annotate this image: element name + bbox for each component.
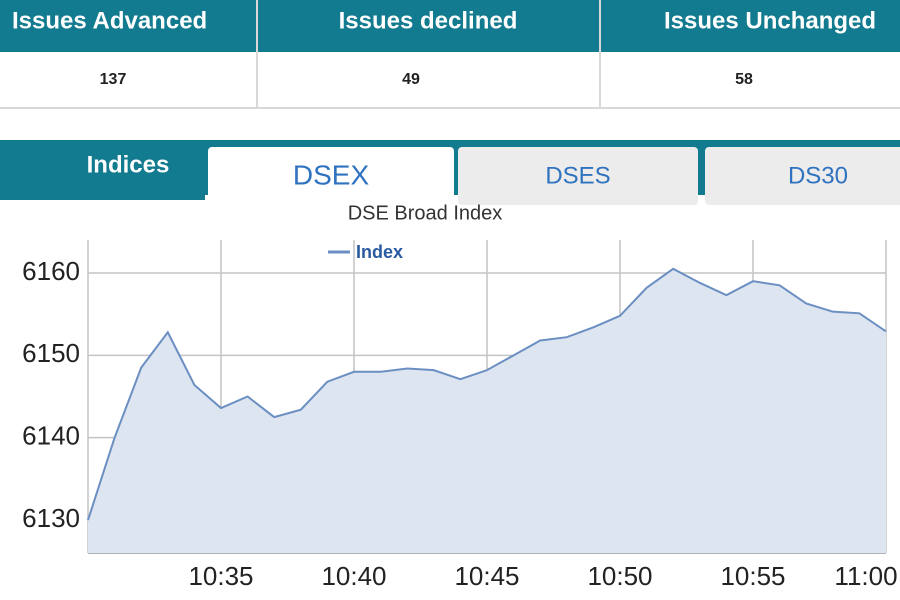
x-tick-label: 10:35 [188, 561, 253, 591]
tab-label[interactable]: DS30 [788, 162, 848, 189]
x-tick-label: 10:50 [587, 561, 652, 591]
x-tick-label: 10:40 [321, 561, 386, 591]
tab-active-join [208, 195, 454, 215]
legend-label: Index [356, 242, 403, 262]
table-header: Issues Unchanged [664, 7, 876, 34]
tab-label[interactable]: DSEX [293, 159, 370, 190]
line [87, 267, 887, 521]
tab-bar-edge [0, 195, 205, 200]
tab[interactable] [705, 147, 900, 205]
tabs-label: Indices [87, 151, 170, 178]
table-cell: 49 [402, 71, 420, 88]
y-tick-label: 6130 [22, 503, 80, 533]
table-cell: 137 [100, 71, 127, 88]
x-tick-label: 10:55 [720, 561, 785, 591]
y-tick-label: 6150 [22, 338, 80, 368]
table-header-bg [0, 0, 900, 52]
table-cell: 58 [735, 71, 753, 88]
tab-label[interactable]: DSES [545, 162, 610, 189]
y-tick-label: 6140 [22, 421, 80, 451]
y-tick-label: 6160 [22, 256, 80, 286]
x-tick-label: 11:00 [834, 561, 897, 591]
tab[interactable] [458, 147, 698, 205]
chart-title: DSE Broad Index [348, 202, 503, 224]
table-header: Issues declined [339, 7, 518, 34]
area [88, 268, 886, 553]
x-tick-label: 10:45 [454, 561, 519, 591]
table-header: Issues Advanced [12, 7, 207, 34]
